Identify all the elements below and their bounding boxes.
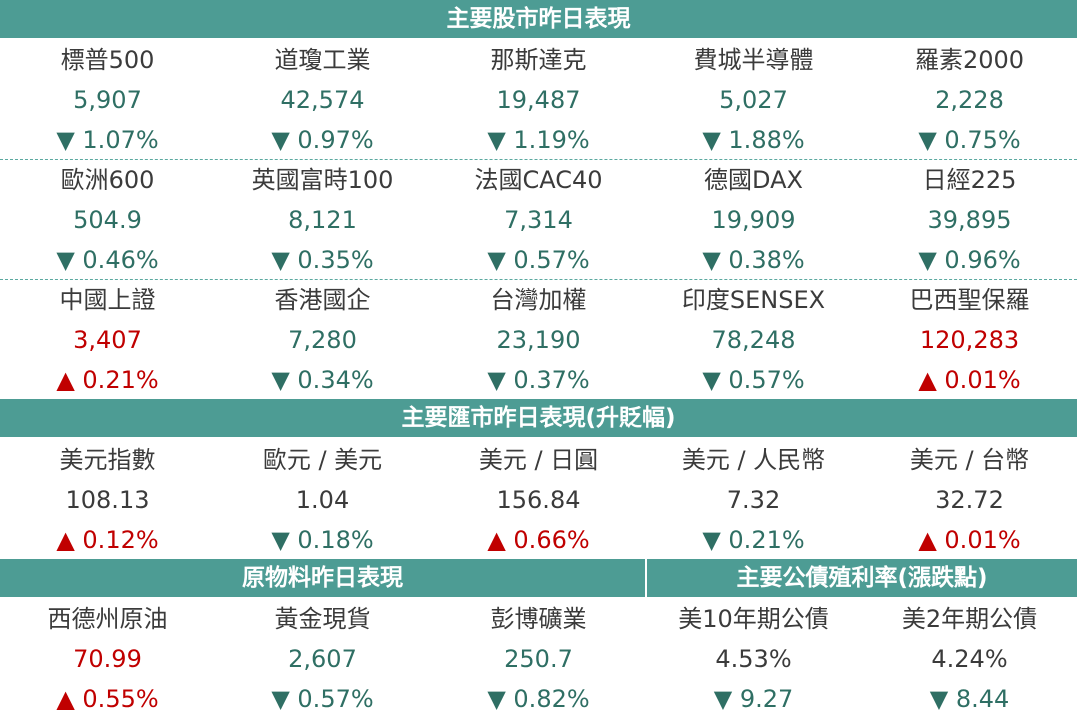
stock-quote-quote-name: 德國DAX (704, 166, 803, 194)
stock-quote-quote-change: ▼ 0.96% (918, 246, 1021, 274)
commodity-bond-quote-quote-name: 美10年期公債 (678, 605, 829, 633)
commodity-bond-quote-quote-change: ▼ 8.44 (929, 685, 1010, 713)
stock-quote-quote-name: 日經225 (922, 166, 1017, 194)
stock-quote-quote-value: 2,228 (935, 86, 1004, 114)
stock-quote-quote-change: ▼ 1.07% (56, 126, 159, 154)
stock-quote-quote-value: 19,487 (496, 86, 581, 114)
stock-quote-quote-value: 7,280 (288, 326, 357, 354)
commodity-bond-quote-quote-change: ▲ 0.55% (56, 685, 159, 713)
stock-quote-quote-value: 5,907 (73, 86, 142, 114)
fx-quote-quote-name: 美元 / 台幣 (909, 446, 1030, 474)
stock-quote-quote-value: 42,574 (280, 86, 365, 114)
commodity-bond-quote-quote-value: 2,607 (288, 645, 357, 673)
stock-quote-quote-value: 120,283 (919, 326, 1020, 354)
stock-quote-quote-name: 中國上證 (59, 286, 156, 314)
fx-quote-quote-value: 7.32 (726, 486, 781, 514)
stock-quote-quote-name: 印度SENSEX (681, 286, 826, 314)
stock-quote-quote-value: 19,909 (711, 206, 796, 234)
fx-quote-quote-name: 美元 / 人民幣 (681, 446, 826, 474)
fx-quote-quote-change: ▲ 0.01% (918, 526, 1021, 554)
stock-quote-quote-change: ▼ 0.35% (271, 246, 374, 274)
commodity-bond-quote-quote-change: ▼ 0.57% (271, 685, 374, 713)
fx-quote-quote-value: 108.13 (65, 486, 150, 514)
stock-quote-quote-change: ▼ 0.46% (56, 246, 159, 274)
stock-quote-quote-name: 歐洲600 (60, 166, 155, 194)
fx-quote-quote-change: ▲ 0.66% (487, 526, 590, 554)
stock-quote-quote-value: 23,190 (496, 326, 581, 354)
stock-quote-quote-change: ▼ 0.38% (702, 246, 805, 274)
fx-quote-quote-name: 美元 / 日圓 (478, 446, 599, 474)
stock-quote-quote-change: ▼ 0.37% (487, 366, 590, 394)
fx-quote-quote-name: 美元指數 (59, 446, 156, 474)
stock-quote-quote-change: ▼ 0.97% (271, 126, 374, 154)
stock-quote-quote-change: ▲ 0.21% (56, 366, 159, 394)
commodities-section-header: 原物料昨日表現 (0, 559, 645, 597)
commodity-bond-quote-quote-value: 70.99 (73, 645, 142, 673)
stock-quote-quote-change: ▼ 0.34% (271, 366, 374, 394)
stock-quote-quote-name: 香港國企 (274, 286, 371, 314)
commodity-bond-quote-quote-change: ▼ 0.82% (487, 685, 590, 713)
stock-quote-quote-name: 巴西聖保羅 (909, 286, 1030, 314)
stock-quote-quote-name: 費城半導體 (693, 46, 814, 74)
header-divider (645, 559, 647, 597)
stock-quote-quote-change: ▼ 0.57% (702, 366, 805, 394)
fx-quote-quote-change: ▲ 0.12% (56, 526, 159, 554)
stock-quote-quote-name: 羅素2000 (914, 46, 1025, 74)
stock-quote-quote-change: ▼ 1.88% (702, 126, 805, 154)
stock-quote-quote-value: 504.9 (73, 206, 142, 234)
fx-quote-quote-change: ▼ 0.21% (702, 526, 805, 554)
commodity-bond-quote-quote-name: 美2年期公債 (901, 605, 1038, 633)
stock-quote-quote-change: ▲ 0.01% (918, 366, 1021, 394)
stock-quote-quote-change: ▼ 0.57% (487, 246, 590, 274)
commodity-bond-quote-quote-value: 4.53% (715, 645, 792, 673)
stock-quote-quote-name: 道瓊工業 (274, 46, 371, 74)
stock-quote-quote-value: 78,248 (711, 326, 796, 354)
stock-quote-quote-name: 英國富時100 (251, 166, 394, 194)
bonds-section-header: 主要公債殖利率(漲跌點) (647, 559, 1077, 597)
stock-quote-quote-value: 7,314 (504, 206, 573, 234)
stock-quote-quote-value: 3,407 (73, 326, 142, 354)
commodity-bond-quote-quote-value: 250.7 (504, 645, 573, 673)
fx-quote-quote-value: 32.72 (935, 486, 1004, 514)
commodity-bond-quote-quote-name: 彭博礦業 (490, 605, 587, 633)
stock-quote-quote-name: 那斯達克 (490, 46, 587, 74)
commodity-bond-quote-quote-change: ▼ 9.27 (713, 685, 794, 713)
stock-quote-quote-value: 39,895 (927, 206, 1012, 234)
row-divider (0, 279, 1077, 280)
row-divider (0, 159, 1077, 160)
fx-quote-quote-value: 1.04 (295, 486, 350, 514)
fx-quote-quote-value: 156.84 (496, 486, 581, 514)
stock-quote-quote-change: ▼ 0.75% (918, 126, 1021, 154)
stocks-section-header: 主要股市昨日表現 (0, 0, 1077, 38)
stock-quote-quote-name: 台灣加權 (490, 286, 587, 314)
stock-quote-quote-name: 標普500 (60, 46, 155, 74)
stock-quote-quote-value: 5,027 (719, 86, 788, 114)
commodity-bond-quote-quote-value: 4.24% (931, 645, 1008, 673)
fx-quote-quote-change: ▼ 0.18% (271, 526, 374, 554)
stock-quote-quote-change: ▼ 1.19% (487, 126, 590, 154)
stock-quote-quote-name: 法國CAC40 (474, 166, 603, 194)
fx-section-header: 主要匯市昨日表現(升貶幅) (0, 399, 1077, 437)
fx-quote-quote-name: 歐元 / 美元 (262, 446, 383, 474)
commodity-bond-quote-quote-name: 黃金現貨 (274, 605, 371, 633)
commodity-bond-quote-quote-name: 西德州原油 (47, 605, 168, 633)
stock-quote-quote-value: 8,121 (288, 206, 357, 234)
